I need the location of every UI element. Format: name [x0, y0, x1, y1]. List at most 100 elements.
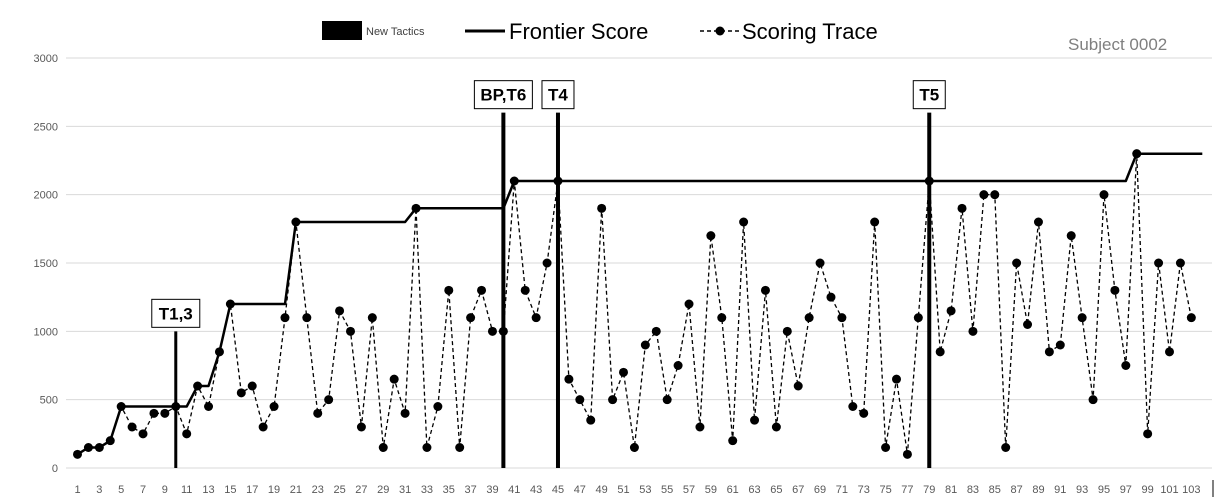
scoring-trace-point: [225, 299, 235, 309]
scoring-trace-point: [477, 285, 487, 295]
scoring-trace-point: [1121, 361, 1131, 370]
x-tick-label: 9: [162, 484, 168, 496]
scoring-trace-point: [313, 408, 323, 418]
scoring-trace-point: [236, 388, 246, 398]
scoring-trace-point: [509, 176, 519, 186]
scoring-trace-point: [684, 299, 694, 309]
x-tick-label: 13: [202, 484, 214, 496]
scoring-trace-point: [444, 285, 454, 295]
scoring-trace-point: [990, 190, 1000, 200]
scoring-trace-point: [662, 395, 672, 405]
scoring-trace-point: [793, 381, 803, 391]
x-tick-label: 19: [268, 484, 280, 496]
scoring-trace-point: [1165, 347, 1174, 357]
scoring-trace-point: [520, 285, 530, 295]
x-tick-label: 103: [1182, 484, 1200, 496]
scoring-trace-point: [487, 326, 497, 336]
y-tick-label: 0: [52, 463, 58, 475]
legend-tactics-swatch: [322, 21, 362, 40]
x-tick-label: 97: [1120, 484, 1132, 496]
scoring-trace-point: [1066, 231, 1076, 241]
x-tick-label: 73: [858, 484, 870, 496]
legend-trace-swatch-marker: [715, 26, 725, 36]
x-tick-label: 49: [596, 484, 608, 496]
scoring-trace-point: [411, 203, 421, 213]
scoring-trace-point: [640, 340, 650, 350]
scoring-trace-point: [826, 292, 836, 302]
x-tick-label: 75: [879, 484, 891, 496]
x-tick-label: 3: [96, 484, 102, 496]
scoring-trace-point: [553, 176, 563, 186]
y-tick-label: 2500: [34, 121, 58, 133]
x-tick-label: 43: [530, 484, 542, 496]
y-tick-label: 500: [40, 395, 58, 407]
x-tick-label: 15: [224, 484, 236, 496]
y-axis: 0 500 1000 1500 2000 2500 3000: [34, 53, 58, 475]
scoring-trace-point: [706, 231, 716, 241]
scoring-trace-point: [1077, 313, 1087, 323]
x-tick-label: 57: [683, 484, 695, 496]
x-tick-label: 11: [181, 484, 192, 496]
x-tick-label: 63: [748, 484, 760, 496]
x-tick-label: 23: [312, 484, 324, 496]
x-tick-label: 47: [574, 484, 586, 496]
scoring-trace-point: [946, 306, 956, 316]
scoring-trace-point: [673, 361, 683, 370]
scoring-trace-point: [1023, 320, 1033, 329]
scoring-trace-point: [760, 285, 770, 295]
x-tick-label: 65: [770, 484, 782, 496]
x-tick-label: 35: [443, 484, 455, 496]
x-tick-label: 51: [617, 484, 629, 496]
scoring-trace-point: [105, 436, 115, 446]
scoring-trace-point: [1044, 347, 1054, 357]
tactic-label: T4: [548, 86, 568, 105]
scoring-trace-point: [422, 443, 432, 452]
x-tick-label: 77: [901, 484, 913, 496]
x-tick-label: 39: [486, 484, 498, 496]
x-tick-label: 83: [967, 484, 979, 496]
x-tick-label: 99: [1142, 484, 1154, 496]
x-tick-label: 53: [639, 484, 651, 496]
tactic-label: T1,3: [159, 304, 193, 323]
x-tick-label: 7: [140, 484, 146, 496]
scoring-trace-point: [881, 443, 891, 452]
x-tick-label: 95: [1098, 484, 1110, 496]
legend-trace-label: Scoring Trace: [742, 19, 878, 44]
scoring-trace-point: [815, 258, 825, 268]
tactic-label-box: [912, 80, 946, 110]
x-tick-label: 91: [1054, 484, 1066, 496]
x-tick-label: 29: [377, 484, 389, 496]
scoring-trace-point: [116, 402, 126, 411]
x-tick-label: 21: [290, 484, 302, 496]
scoring-trace-point: [73, 449, 82, 459]
scoring-trace-point: [1110, 285, 1120, 295]
scoring-trace-point: [214, 347, 224, 357]
scoring-trace-point: [924, 176, 934, 186]
scoring-trace-point: [968, 326, 978, 336]
scoring-trace-point: [1175, 258, 1185, 268]
x-tick-label: 25: [333, 484, 345, 496]
x-tick-label: 27: [355, 484, 367, 496]
y-tick-label: 1500: [34, 258, 58, 270]
x-tick-label: 37: [464, 484, 476, 496]
tactic-label: T5: [919, 86, 939, 105]
x-tick-label: 31: [399, 484, 411, 496]
x-axis: 1 3 5 7 9 11 13 15 17 19 21 23 25 27 29 31 33 35 37 39 41 43 4…: [74, 484, 1200, 496]
scoring-trace-point: [739, 217, 749, 227]
scoring-trace-point: [1001, 443, 1011, 452]
x-tick-label: 71: [836, 484, 848, 496]
scoring-trace-point: [367, 313, 377, 323]
x-tick-label: 85: [989, 484, 1001, 496]
scoring-trace-point: [935, 347, 945, 357]
scoring-trace-point: [1055, 340, 1065, 350]
scoring-trace-point: [466, 313, 476, 323]
y-tick-label: 1000: [34, 326, 58, 338]
scoring-trace-point: [324, 395, 334, 405]
scoring-trace-point: [455, 443, 465, 452]
scoring-trace-point: [728, 436, 738, 446]
gridlines: [66, 57, 1212, 469]
scoring-trace-point: [564, 374, 574, 384]
scoring-trace-point: [542, 258, 552, 268]
scoring-trace-point: [870, 217, 880, 227]
